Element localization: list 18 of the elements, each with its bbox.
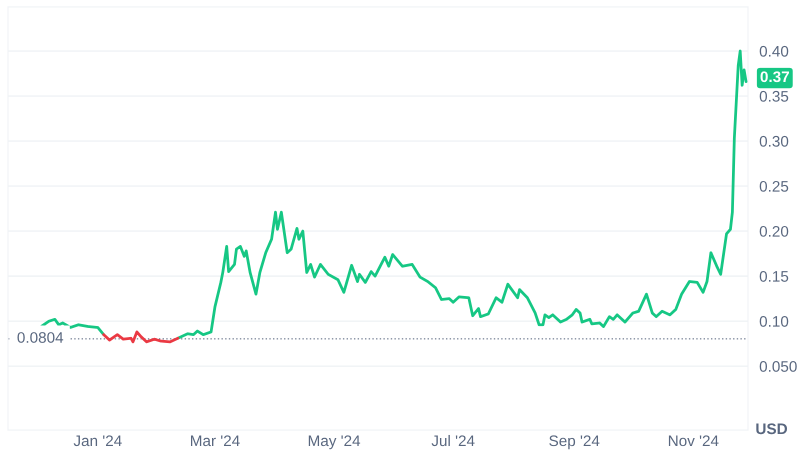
x-tick-label: Jan '24 bbox=[74, 435, 122, 446]
y-tick-label: 0.30 bbox=[760, 136, 788, 147]
x-tick-label: Sep '24 bbox=[549, 435, 600, 450]
y-tick-label: 0.20 bbox=[760, 226, 788, 237]
y-axis-title: USD bbox=[756, 423, 788, 434]
y-tick-label: 0.40 bbox=[760, 46, 788, 57]
x-tick-label: Mar '24 bbox=[190, 435, 240, 446]
ref-line-label: 0.0804 bbox=[17, 332, 64, 343]
x-tick-label: Jul '24 bbox=[432, 434, 475, 446]
y-tick-label: 0.10 bbox=[760, 316, 788, 327]
y-tick-label: 0.050 bbox=[760, 361, 797, 372]
y-tick-label: 0.15 bbox=[760, 270, 788, 282]
annotation: 0.37 bbox=[760, 71, 789, 82]
y-tick-label: 0.35 bbox=[760, 90, 788, 102]
y-tick-label: 0.25 bbox=[760, 180, 788, 192]
line-series bbox=[102, 330, 180, 344]
x-tick-label: Nov '24 bbox=[668, 435, 719, 446]
x-tick-label: May '24 bbox=[308, 435, 360, 450]
